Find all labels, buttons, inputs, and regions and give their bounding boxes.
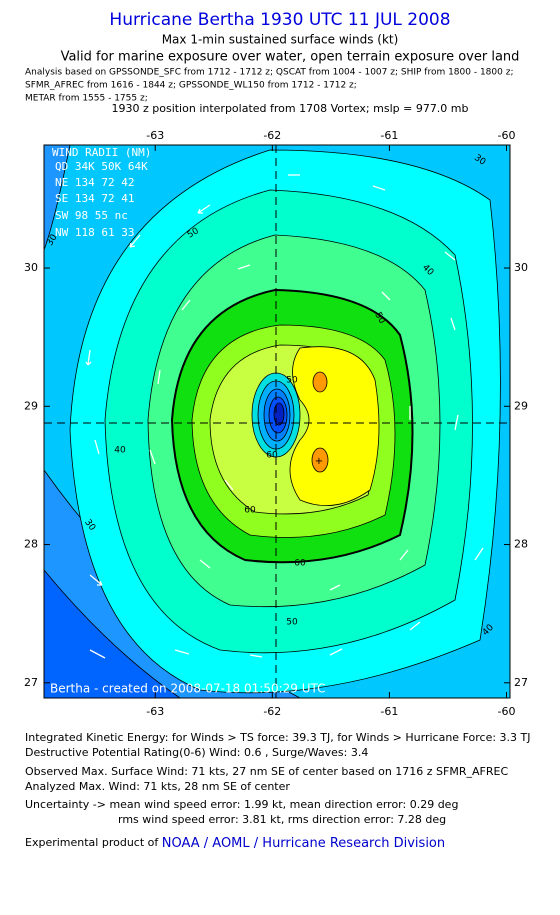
- contour-label: 60: [244, 506, 256, 516]
- x-tick-label: -63: [146, 129, 164, 142]
- x-tick-label: -60: [498, 705, 516, 718]
- x-tick-label: -61: [380, 129, 398, 142]
- max-wind-marker: +: [315, 456, 323, 467]
- y-tick-label: 29: [24, 399, 38, 412]
- wind-radii-row: SE 134 72 41: [55, 192, 134, 205]
- y-tick-label: 27: [24, 676, 38, 689]
- footer-line: Destructive Potential Rating(0-6) Wind: …: [25, 746, 368, 759]
- contour-label: 60: [266, 451, 278, 461]
- contour-label: 50: [286, 618, 298, 628]
- title: Hurricane Bertha 1930 UTC 11 JUL 2008: [109, 10, 450, 30]
- analysis-line: METAR from 1555 - 1755 z;: [25, 94, 148, 104]
- contour-label: 60: [294, 559, 306, 569]
- credit: Bertha - created on 2008-07-18 01:50:29 …: [50, 682, 326, 696]
- position-note: 1930 z position interpolated from 1708 V…: [111, 102, 468, 115]
- y-tick-label: 30: [514, 261, 528, 274]
- footer-line: Integrated Kinetic Energy: for Winds > T…: [25, 731, 531, 744]
- wind-radii-row: NE 134 72 42: [55, 176, 134, 189]
- product-text: Experimental product of: [25, 836, 159, 849]
- y-tick-label: 30: [24, 261, 38, 274]
- contour-label: 50: [286, 376, 298, 386]
- footer-line: Analyzed Max. Wind: 71 kts, 28 nm SE of …: [25, 780, 290, 793]
- y-tick-label: 27: [514, 676, 528, 689]
- product-link[interactable]: NOAA / AOML / Hurricane Research Divisio…: [162, 836, 445, 851]
- x-tick-label: -61: [380, 705, 398, 718]
- footer-line: Uncertainty -> mean wind speed error: 1.…: [25, 798, 458, 811]
- wind-radii-row: NW 118 61 33: [55, 226, 134, 239]
- footer-line: rms wind speed error: 3.81 kt, rms direc…: [118, 813, 446, 826]
- contour-label: 40: [114, 446, 126, 456]
- subtitle: Max 1-min sustained surface winds (kt): [162, 33, 399, 47]
- wind-arrows: [85, 174, 484, 659]
- x-tick-label: -63: [146, 705, 164, 718]
- analysis-line: SFMR_AFREC from 1616 - 1844 z; GPSSONDE_…: [25, 81, 357, 91]
- x-tick-label: -62: [263, 129, 281, 142]
- wind-radii-title: WIND RADII (NM): [52, 146, 151, 159]
- x-tick-label: -60: [498, 129, 516, 142]
- y-tick-label: 29: [514, 399, 528, 412]
- map-frame: [43, 144, 511, 699]
- x-tick-label: -62: [263, 705, 281, 718]
- product-line: Experimental product of NOAA / AOML / Hu…: [25, 836, 445, 851]
- wind-radii-header: QD 34K 50K 64K: [55, 160, 148, 173]
- wind-field: +: [44, 145, 510, 698]
- footer-line: Observed Max. Surface Wind: 71 kts, 27 n…: [25, 765, 508, 778]
- y-tick-label: 28: [24, 538, 38, 551]
- y-tick-label: 28: [514, 538, 528, 551]
- validity: Valid for marine exposure over water, op…: [61, 50, 520, 65]
- analysis-line: Analysis based on GPSSONDE_SFC from 1712…: [25, 68, 513, 78]
- wind-radii-row: SW 98 55 nc: [55, 209, 128, 222]
